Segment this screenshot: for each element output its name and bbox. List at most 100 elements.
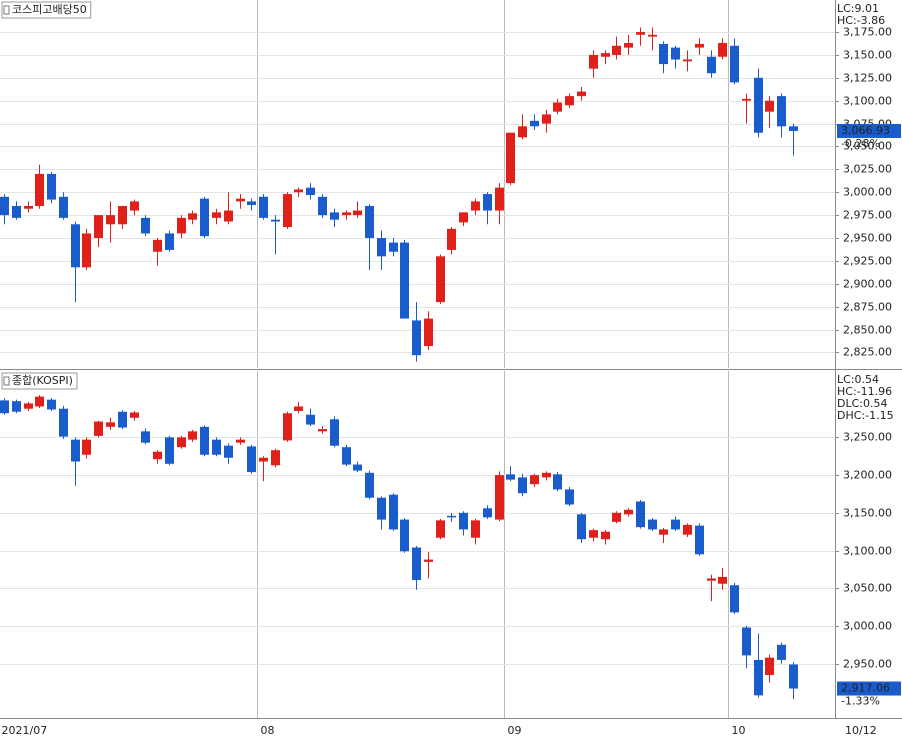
candle-body [695,525,704,555]
candle-body [200,426,209,455]
candle-body [365,205,374,239]
y-tick-label: 2,975.00 [843,209,892,222]
candle-body [0,196,9,216]
candle-body [259,196,268,218]
candle-body [130,412,139,418]
candle-body [648,519,657,530]
candle-body [436,256,445,303]
candle-body [483,194,492,211]
candle-body [342,447,351,465]
candle-body [35,173,44,206]
candle-body [247,446,256,473]
candle-body [106,422,115,427]
candle-body [518,126,527,138]
x-tick-label: 09 [508,724,522,737]
candle-body [565,489,574,505]
candle-body [765,657,774,676]
y-tick-label: 3,025.00 [843,163,892,176]
candle-body [365,472,374,498]
candle-body [495,187,504,211]
panel-title-icon [3,5,10,15]
candle-body [601,531,610,540]
panel-title-icon [3,376,10,386]
candle-body [389,242,398,252]
y-tick-label: 2,850.00 [843,324,892,337]
candle-body [718,576,727,584]
candle-body [742,627,751,656]
candle-body [754,77,763,133]
candle-body [730,585,739,613]
candle-body [188,213,197,220]
candle-body [236,439,245,443]
candle-body [683,524,692,535]
y-tick-label: 3,150.00 [843,507,892,520]
candle-body [59,408,68,437]
candle-body [730,45,739,83]
candle-body [742,98,751,101]
y-tick-label: 2,950.00 [843,658,892,671]
candle-body [353,464,362,471]
candle-body [542,472,551,478]
candle-body [518,477,527,494]
candle-body [141,217,150,234]
candle-body [318,429,327,432]
candle-body [707,578,716,581]
candle-body [624,43,633,48]
panel-title: 코스피고배당50 [12,3,87,16]
candle-body [683,59,692,62]
candle-body [447,228,456,250]
candle-body [718,43,727,57]
y-tick-label: 2,900.00 [843,278,892,291]
candle-body [495,475,504,520]
x-tick-label: 10 [732,724,746,737]
candle-body [271,450,280,466]
panel-title: 종합(KOSPI) [12,374,73,387]
candle-body [35,396,44,407]
candle-body [82,439,91,455]
candle-body [294,406,303,411]
panel-title-box [1,372,78,390]
change-label: -1.33% [841,695,880,708]
y-tick-label: 3,125.00 [843,72,892,85]
candle-body [506,474,515,480]
candle-body [165,437,174,464]
indicator-label: HC:-3.86 [837,14,885,27]
x-tick-label: 08 [261,724,275,737]
candle-body [471,520,480,538]
last-price-box [837,123,901,138]
candle-body [506,132,515,184]
candle-body [459,512,468,530]
candle-body [24,403,33,409]
candle-body [777,644,786,660]
candle-body [483,508,492,518]
y-tick-label: 3,050.00 [843,140,892,153]
candle-body [400,242,409,319]
candle-body [671,519,680,530]
candle-body [389,494,398,530]
candle-body [530,475,539,485]
candle-body [59,196,68,218]
candle-body [294,189,303,193]
candle-body [71,439,80,462]
indicator-label: DHC:-1.15 [837,409,894,422]
candle-body [106,215,115,225]
candle-body [330,212,339,220]
candle-body [82,233,91,268]
candle-body [765,100,774,112]
candle-body [306,414,315,425]
candle-body [436,520,445,538]
candle-body [577,514,586,540]
y-tick-label: 2,825.00 [843,346,892,359]
candle-body [0,400,9,414]
candle-body [306,187,315,195]
candle-body [707,56,716,74]
x-tick-label: 2021/07 [2,724,48,737]
indicator-label: LC:9.01 [837,2,879,15]
candle-body [47,173,56,200]
last-price-label: 3,066.93 [841,124,890,137]
last-price-label: 2,917.06 [841,682,890,695]
candle-body [24,205,33,209]
y-tick-label: 3,000.00 [843,186,892,199]
